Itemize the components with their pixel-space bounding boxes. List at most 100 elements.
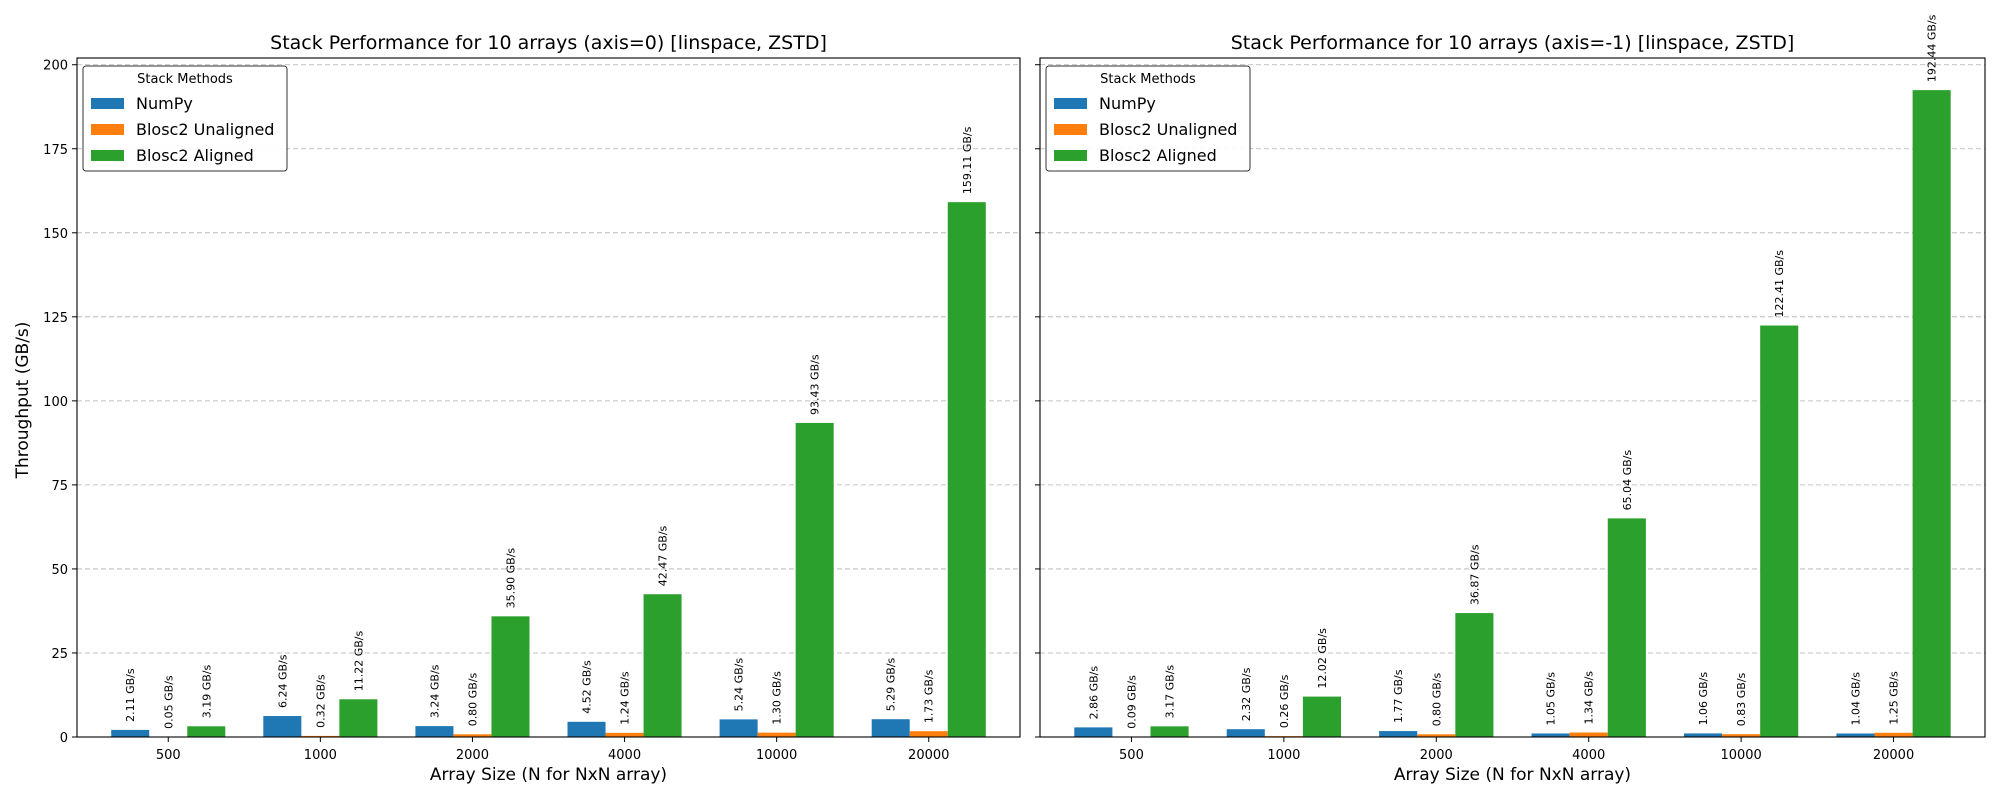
- legend-entry: Blosc2 Aligned: [1099, 146, 1217, 165]
- x-axis-label: Array Size (N for NxN array): [1394, 765, 1631, 785]
- bar-value-label: 5.29 GB/s: [885, 657, 898, 711]
- bar-value-label: 12.02 GB/s: [1316, 628, 1329, 689]
- x-tick-label: 4000: [608, 748, 641, 763]
- bar-value-label: 0.83 GB/s: [1735, 672, 1748, 726]
- bar-value-label: 2.32 GB/s: [1240, 667, 1253, 721]
- bar-value-label: 2.86 GB/s: [1087, 666, 1100, 720]
- bar-value-label: 1.24 GB/s: [619, 671, 632, 725]
- bar-value-label: 122.41 GB/s: [1773, 250, 1786, 318]
- legend-swatch: [1054, 124, 1087, 135]
- bar: [910, 731, 948, 737]
- x-tick-label: 2000: [1420, 748, 1453, 763]
- y-tick-label: 200: [43, 59, 68, 74]
- legend-title: Stack Methods: [1100, 72, 1196, 87]
- legend-entry: NumPy: [136, 94, 193, 113]
- y-tick-label: 150: [43, 227, 68, 242]
- bar-value-label: 1.06 GB/s: [1697, 672, 1710, 726]
- bar: [1760, 326, 1798, 737]
- bar: [263, 716, 301, 737]
- chart-title: Stack Performance for 10 arrays (axis=-1…: [1231, 32, 1795, 54]
- y-tick-label: 175: [43, 143, 68, 158]
- bar-value-label: 1.34 GB/s: [1583, 671, 1596, 725]
- x-tick-label: 2000: [456, 748, 489, 763]
- bar: [872, 719, 910, 737]
- legend-swatch: [91, 150, 124, 161]
- x-tick-label: 1000: [1267, 748, 1300, 763]
- bar: [1608, 518, 1646, 737]
- x-tick-label: 20000: [1873, 748, 1914, 763]
- bar-value-label: 1.05 GB/s: [1545, 672, 1558, 726]
- legend-entry: Blosc2 Unaligned: [136, 120, 274, 139]
- y-tick-label: 0: [60, 731, 68, 746]
- bar: [1874, 733, 1912, 737]
- bar-value-label: 1.04 GB/s: [1849, 672, 1862, 726]
- bar-value-label: 0.26 GB/s: [1278, 674, 1291, 728]
- chart-panel-axis-1: 2.86 GB/s 2.32 GB/s 1.77 GB/s 1.05 GB/s 1.06…: [1035, 14, 1985, 785]
- legend-entry: NumPy: [1099, 94, 1156, 113]
- bar: [948, 202, 986, 737]
- bar-value-label: 159.11 GB/s: [961, 126, 974, 194]
- bar: [1379, 731, 1417, 737]
- legend-entry: Blosc2 Unaligned: [1099, 120, 1237, 139]
- bar: [1074, 727, 1112, 737]
- x-tick-label: 10000: [1720, 748, 1761, 763]
- bar-value-label: 5.24 GB/s: [733, 658, 746, 712]
- y-tick-label: 50: [51, 563, 68, 578]
- bar-value-label: 1.73 GB/s: [923, 669, 936, 723]
- bar: [1303, 697, 1341, 737]
- bar: [111, 730, 149, 737]
- bar: [1913, 90, 1951, 737]
- bar: [1455, 613, 1493, 737]
- bar-value-label: 3.24 GB/s: [428, 664, 441, 718]
- bar-value-label: 2.11 GB/s: [124, 668, 137, 722]
- chart-title: Stack Performance for 10 arrays (axis=0)…: [270, 32, 827, 54]
- bar-value-label: 1.25 GB/s: [1888, 671, 1901, 725]
- bar: [1227, 729, 1265, 737]
- bar: [1151, 726, 1189, 737]
- bar-value-label: 0.09 GB/s: [1125, 675, 1138, 729]
- legend: Stack Methods NumPy Blosc2 Unaligned Blosc2…: [83, 66, 287, 171]
- legend-swatch: [1054, 98, 1087, 109]
- x-tick-label: 500: [156, 748, 181, 763]
- bar: [415, 726, 453, 737]
- y-tick-label: 100: [43, 395, 68, 410]
- chart-panel-axis0: 2.11 GB/s 6.24 GB/s 3.24 GB/s 4.52 GB/s 5.24…: [43, 32, 1020, 785]
- bar-value-label: 3.19 GB/s: [200, 665, 213, 719]
- bar-value-label: 1.77 GB/s: [1392, 669, 1405, 723]
- bar-value-label: 93.43 GB/s: [809, 354, 822, 415]
- bar: [796, 423, 834, 737]
- bar-value-label: 11.22 GB/s: [352, 631, 365, 692]
- bar-value-label: 65.04 GB/s: [1621, 450, 1634, 511]
- bar-value-label: 4.52 GB/s: [581, 660, 594, 714]
- x-tick-label: 10000: [756, 748, 797, 763]
- x-tick-label: 4000: [1572, 748, 1605, 763]
- bar: [758, 733, 796, 737]
- x-tick-label: 20000: [908, 748, 949, 763]
- legend-swatch: [91, 124, 124, 135]
- y-tick-label: 25: [51, 647, 68, 662]
- bar: [187, 726, 225, 737]
- bar: [644, 594, 682, 737]
- bar: [606, 733, 644, 737]
- bar-value-label: 0.32 GB/s: [314, 674, 327, 728]
- legend: Stack Methods NumPy Blosc2 Unaligned Blosc2…: [1046, 66, 1250, 171]
- bar: [1570, 732, 1608, 737]
- bar-value-label: 1.30 GB/s: [771, 671, 784, 725]
- bar-value-label: 3.17 GB/s: [1164, 665, 1177, 719]
- legend-swatch: [1054, 150, 1087, 161]
- legend-title: Stack Methods: [137, 72, 233, 87]
- bar-value-label: 6.24 GB/s: [276, 654, 289, 708]
- x-tick-label: 1000: [304, 748, 337, 763]
- bar-value-label: 0.05 GB/s: [162, 675, 175, 729]
- x-axis-label: Array Size (N for NxN array): [430, 765, 667, 785]
- legend-swatch: [91, 98, 124, 109]
- bar: [568, 722, 606, 737]
- y-tick-label: 75: [51, 479, 68, 494]
- bar-value-label: 192.44 GB/s: [1926, 14, 1939, 82]
- bar: [339, 699, 377, 737]
- bar: [720, 719, 758, 737]
- legend-entry: Blosc2 Aligned: [136, 146, 254, 165]
- y-axis-label: Throughput (GB/s): [13, 322, 33, 480]
- bar-value-label: 35.90 GB/s: [504, 548, 517, 609]
